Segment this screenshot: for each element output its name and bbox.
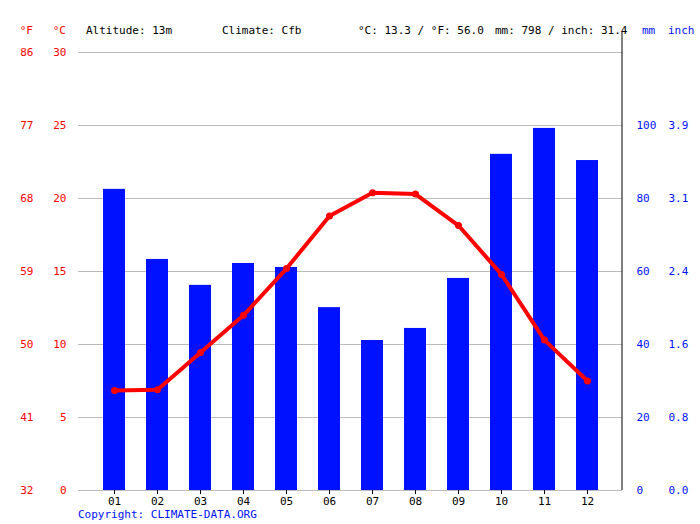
svg-text:06: 06 <box>323 495 336 508</box>
svg-text:mm: mm <box>642 24 656 37</box>
svg-text:09: 09 <box>452 495 465 508</box>
svg-text:32: 32 <box>20 484 33 497</box>
svg-text:50: 50 <box>20 338 33 351</box>
svg-text:15: 15 <box>53 265 66 278</box>
svg-text:77: 77 <box>20 119 33 132</box>
svg-text:Altitude: 13m: Altitude: 13m <box>86 24 172 37</box>
svg-text:Copyright: CLIMATE-DATA.ORG: Copyright: CLIMATE-DATA.ORG <box>78 508 257 521</box>
svg-text:25: 25 <box>53 119 66 132</box>
svg-text:0: 0 <box>60 484 67 497</box>
svg-text:68: 68 <box>20 192 33 205</box>
svg-text:02: 02 <box>151 495 164 508</box>
svg-text:inch: inch <box>668 24 695 37</box>
svg-text:60: 60 <box>637 265 650 278</box>
svg-text:05: 05 <box>280 495 293 508</box>
svg-text:01: 01 <box>108 495 121 508</box>
svg-text:°C: °C <box>53 24 66 37</box>
svg-text:10: 10 <box>495 495 508 508</box>
svg-text:100: 100 <box>637 119 657 132</box>
svg-text:1.6: 1.6 <box>669 338 689 351</box>
svg-text:07: 07 <box>366 495 379 508</box>
svg-text:3.1: 3.1 <box>669 192 689 205</box>
svg-text:Climate: Cfb: Climate: Cfb <box>222 24 301 37</box>
svg-text:2.4: 2.4 <box>669 265 689 278</box>
svg-text:08: 08 <box>409 495 422 508</box>
svg-text:30: 30 <box>53 46 66 59</box>
svg-text:0.0: 0.0 <box>669 484 689 497</box>
svg-text:5: 5 <box>60 411 67 424</box>
svg-text:20: 20 <box>637 411 650 424</box>
svg-text:3.9: 3.9 <box>669 119 689 132</box>
svg-text:03: 03 <box>194 495 207 508</box>
svg-text:04: 04 <box>237 495 251 508</box>
svg-text:40: 40 <box>637 338 650 351</box>
svg-text:mm: 798 / inch: 31.4: mm: 798 / inch: 31.4 <box>495 24 628 37</box>
svg-text:°C: 13.3 / °F: 56.0: °C: 13.3 / °F: 56.0 <box>358 24 484 37</box>
svg-text:11: 11 <box>538 495 551 508</box>
svg-text:12: 12 <box>581 495 594 508</box>
svg-text:0.8: 0.8 <box>669 411 689 424</box>
svg-text:80: 80 <box>637 192 650 205</box>
svg-text:10: 10 <box>53 338 66 351</box>
svg-text:41: 41 <box>20 411 33 424</box>
svg-text:59: 59 <box>20 265 33 278</box>
svg-text:20: 20 <box>53 192 66 205</box>
svg-text:0: 0 <box>637 484 644 497</box>
svg-text:°F: °F <box>20 24 33 37</box>
svg-text:86: 86 <box>20 46 33 59</box>
